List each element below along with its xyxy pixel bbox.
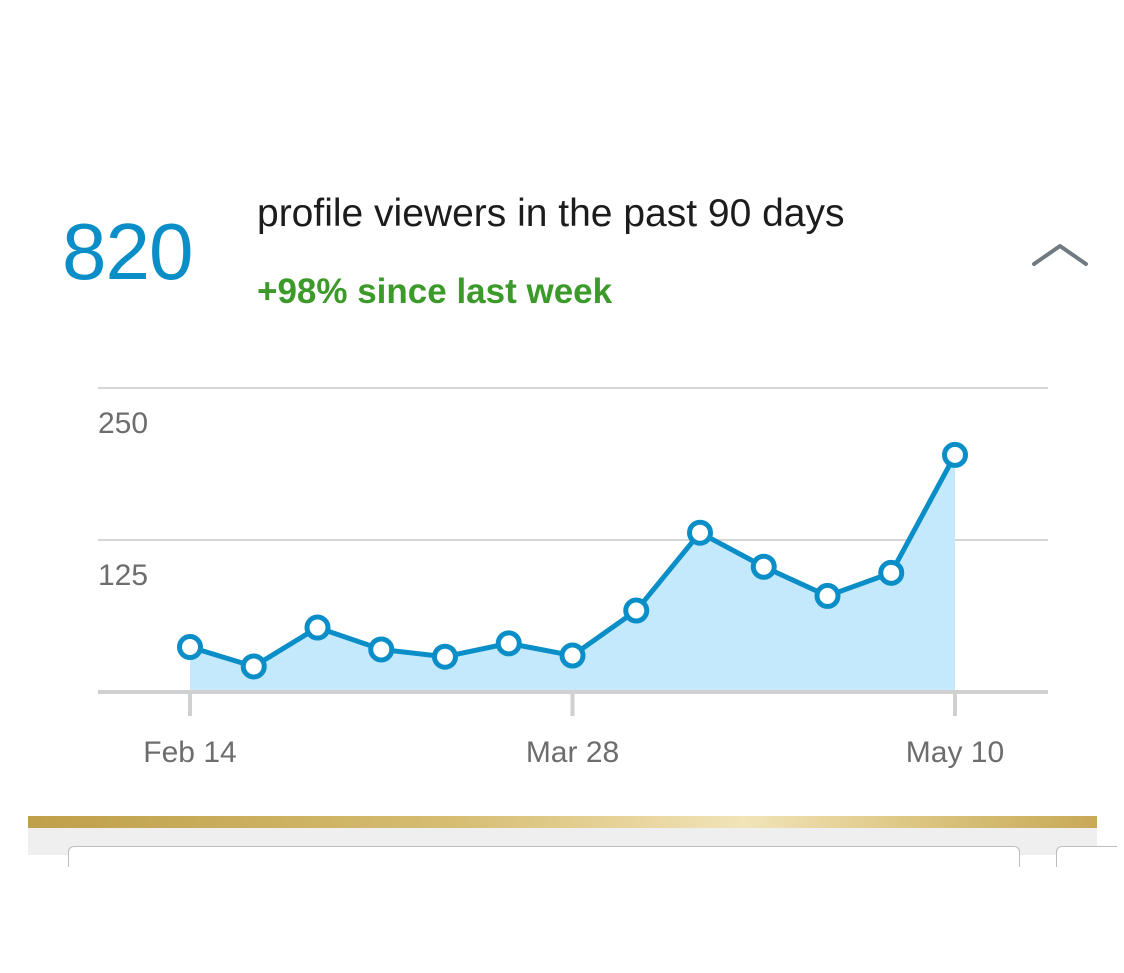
profile-viewers-count: 820 [62,207,193,296]
y-tick-label: 250 [98,407,148,440]
data-point [623,597,650,624]
chevron-up-icon[interactable] [1030,238,1090,273]
profile-viewers-title: profile viewers in the past 90 days [257,192,845,235]
data-point [750,553,777,580]
x-tick-label: Mar 28 [526,736,619,769]
area-fill [190,454,955,692]
data-point [559,642,586,669]
data-point [878,559,905,586]
data-point [240,653,267,680]
data-point [942,441,968,468]
next-card[interactable] [68,846,1020,867]
change-since-last-week: +98% since last week [257,272,613,311]
gold-divider [28,816,1097,828]
data-point [814,582,841,609]
data-point [495,630,522,657]
data-point [177,634,203,661]
data-point [432,643,458,670]
data-point [304,614,331,641]
data-point [368,636,395,663]
data-point [687,519,713,546]
x-tick-label: May 10 [906,736,1004,769]
next-card-secondary[interactable] [1056,846,1117,867]
y-tick-label: 125 [98,559,148,592]
x-tick-label: Feb 14 [143,736,236,769]
profile-views-chart: 250 125 Feb 14 Mar 28 May 10 [98,387,1048,769]
